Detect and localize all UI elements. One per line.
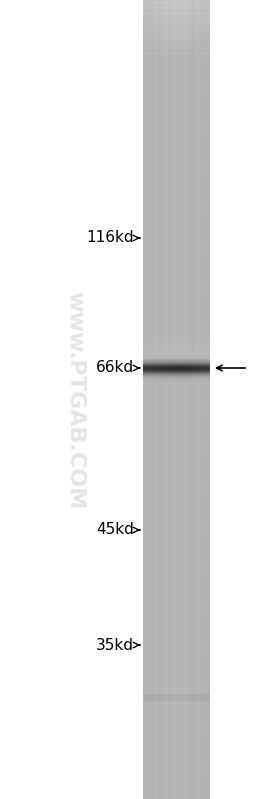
- Text: 66kd: 66kd: [96, 360, 134, 376]
- Text: 45kd: 45kd: [96, 523, 134, 538]
- Text: 35kd: 35kd: [96, 638, 134, 653]
- Text: 116kd: 116kd: [86, 230, 134, 245]
- Text: www.PTGAB.COM: www.PTGAB.COM: [65, 291, 85, 509]
